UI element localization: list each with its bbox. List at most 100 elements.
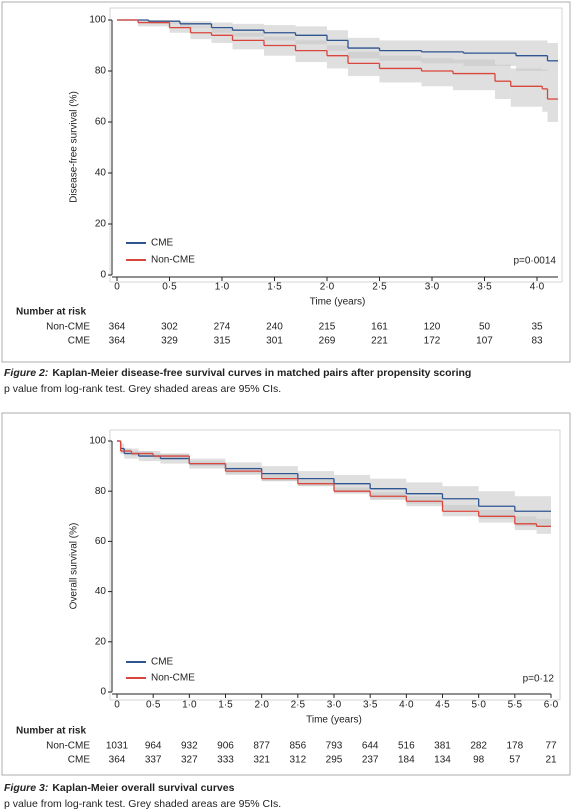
x-tick-label: 5·5 (508, 700, 523, 711)
y-tick-label: 60 (95, 117, 107, 128)
y-tick-label: 80 (95, 66, 107, 77)
ci-band (421, 58, 453, 87)
ci-band (510, 68, 543, 107)
risk-count: 35 (531, 322, 543, 333)
x-tick-label: 0 (114, 700, 120, 711)
x-tick-label: 2·5 (291, 700, 306, 711)
y-tick-label: 40 (95, 168, 107, 179)
y-tick-label: 60 (95, 536, 107, 547)
risk-count: 644 (362, 741, 379, 752)
x-axis-label: Time (years) (310, 297, 366, 308)
x-tick-label: 3·5 (477, 282, 492, 293)
figure-label: Figure 3: (4, 782, 48, 794)
ci-band (453, 59, 495, 91)
x-tick-label: 1·5 (218, 700, 233, 711)
risk-count: 295 (326, 755, 343, 766)
x-tick-label: 4·0 (530, 282, 545, 293)
p-value: p=0·12 (523, 674, 555, 685)
x-tick-label: 4·0 (399, 700, 414, 711)
risk-count: 327 (181, 755, 198, 766)
legend-label: Non-CME (151, 255, 195, 266)
risk-count: 302 (161, 322, 178, 333)
caption-title: Kaplan-Meier disease-free survival curve… (52, 367, 471, 379)
risk-count: 98 (473, 755, 485, 766)
risk-count: 77 (545, 741, 557, 752)
risk-count: 932 (181, 741, 198, 752)
x-tick-label: 6·0 (544, 700, 559, 711)
x-tick-label: 3·0 (327, 700, 342, 711)
risk-count: 107 (476, 336, 493, 347)
plot-frame (109, 7, 563, 283)
risk-count: 120 (424, 322, 441, 333)
y-axis-label: Disease-free survival (%) (69, 91, 80, 203)
risk-count: 856 (289, 741, 306, 752)
p-value: p=0·0014 (513, 256, 556, 267)
y-tick-label: 0 (100, 270, 106, 281)
risk-count: 237 (362, 755, 379, 766)
caption-title: Kaplan-Meier overall survival curves (52, 782, 234, 794)
risk-count: 964 (145, 741, 162, 752)
risk-count: 240 (266, 322, 283, 333)
risk-count: 50 (479, 322, 491, 333)
figure-caption: Figure 2: Kaplan-Meier disease-free survi… (4, 367, 471, 379)
legend-label: CME (151, 657, 174, 668)
y-tick-label: 20 (95, 636, 107, 647)
figure-caption: Figure 3: Kaplan-Meier overall survival c… (4, 782, 235, 794)
x-tick-label: 5·0 (471, 700, 486, 711)
x-tick-label: 1·0 (182, 700, 197, 711)
risk-count: 178 (506, 741, 523, 752)
x-axis-label: Time (years) (306, 715, 362, 726)
x-tick-label: 2·0 (320, 282, 335, 293)
risk-row-label: CME (68, 336, 91, 347)
y-tick-label: 100 (89, 15, 106, 26)
figure-box (1, 412, 571, 776)
x-tick-label: 1·5 (267, 282, 282, 293)
risk-count: 282 (470, 741, 487, 752)
risk-count: 215 (319, 322, 336, 333)
figure-note: p value from log-rank test. Grey shaded … (4, 383, 281, 395)
x-tick-label: 0 (114, 282, 120, 293)
risk-count: 221 (371, 336, 388, 347)
x-tick-label: 1·0 (215, 282, 230, 293)
x-tick-label: 0·5 (162, 282, 177, 293)
risk-count: 57 (509, 755, 521, 766)
ci-band (327, 45, 348, 69)
risk-count: 364 (109, 322, 126, 333)
risk-count: 172 (424, 336, 441, 347)
x-tick-label: 4·5 (435, 700, 450, 711)
risk-count: 184 (398, 755, 415, 766)
risk-row-label: Non-CME (46, 741, 90, 752)
y-tick-label: 20 (95, 219, 107, 230)
x-tick-label: 0·5 (146, 700, 161, 711)
figure-box (1, 1, 571, 363)
risk-count: 364 (109, 336, 126, 347)
x-tick-label: 2·0 (254, 700, 269, 711)
ci-band (542, 69, 548, 112)
risk-count: 301 (266, 336, 283, 347)
risk-count: 1031 (106, 741, 129, 752)
figure-label: Figure 2: (4, 367, 48, 379)
y-tick-label: 80 (95, 486, 107, 497)
risk-count: 83 (531, 336, 543, 347)
risk-count: 364 (109, 755, 126, 766)
legend-label: CME (151, 238, 174, 249)
risk-table-title: Number at risk (16, 307, 86, 318)
risk-count: 312 (289, 755, 306, 766)
risk-count: 315 (214, 336, 231, 347)
risk-count: 274 (214, 322, 231, 333)
x-tick-label: 3·0 (425, 282, 440, 293)
y-tick-label: 40 (95, 586, 107, 597)
risk-count: 906 (217, 741, 234, 752)
risk-count: 329 (161, 336, 178, 347)
risk-table-title: Number at risk (16, 726, 86, 737)
risk-count: 21 (545, 755, 557, 766)
y-tick-label: 0 (100, 687, 106, 698)
figure-note: p value from log-rank test. Grey shaded … (4, 798, 281, 810)
plot-frame (109, 429, 561, 701)
risk-count: 333 (217, 755, 234, 766)
risk-count: 793 (326, 741, 343, 752)
risk-count: 321 (253, 755, 270, 766)
y-tick-label: 100 (89, 436, 106, 447)
risk-count: 877 (253, 741, 270, 752)
